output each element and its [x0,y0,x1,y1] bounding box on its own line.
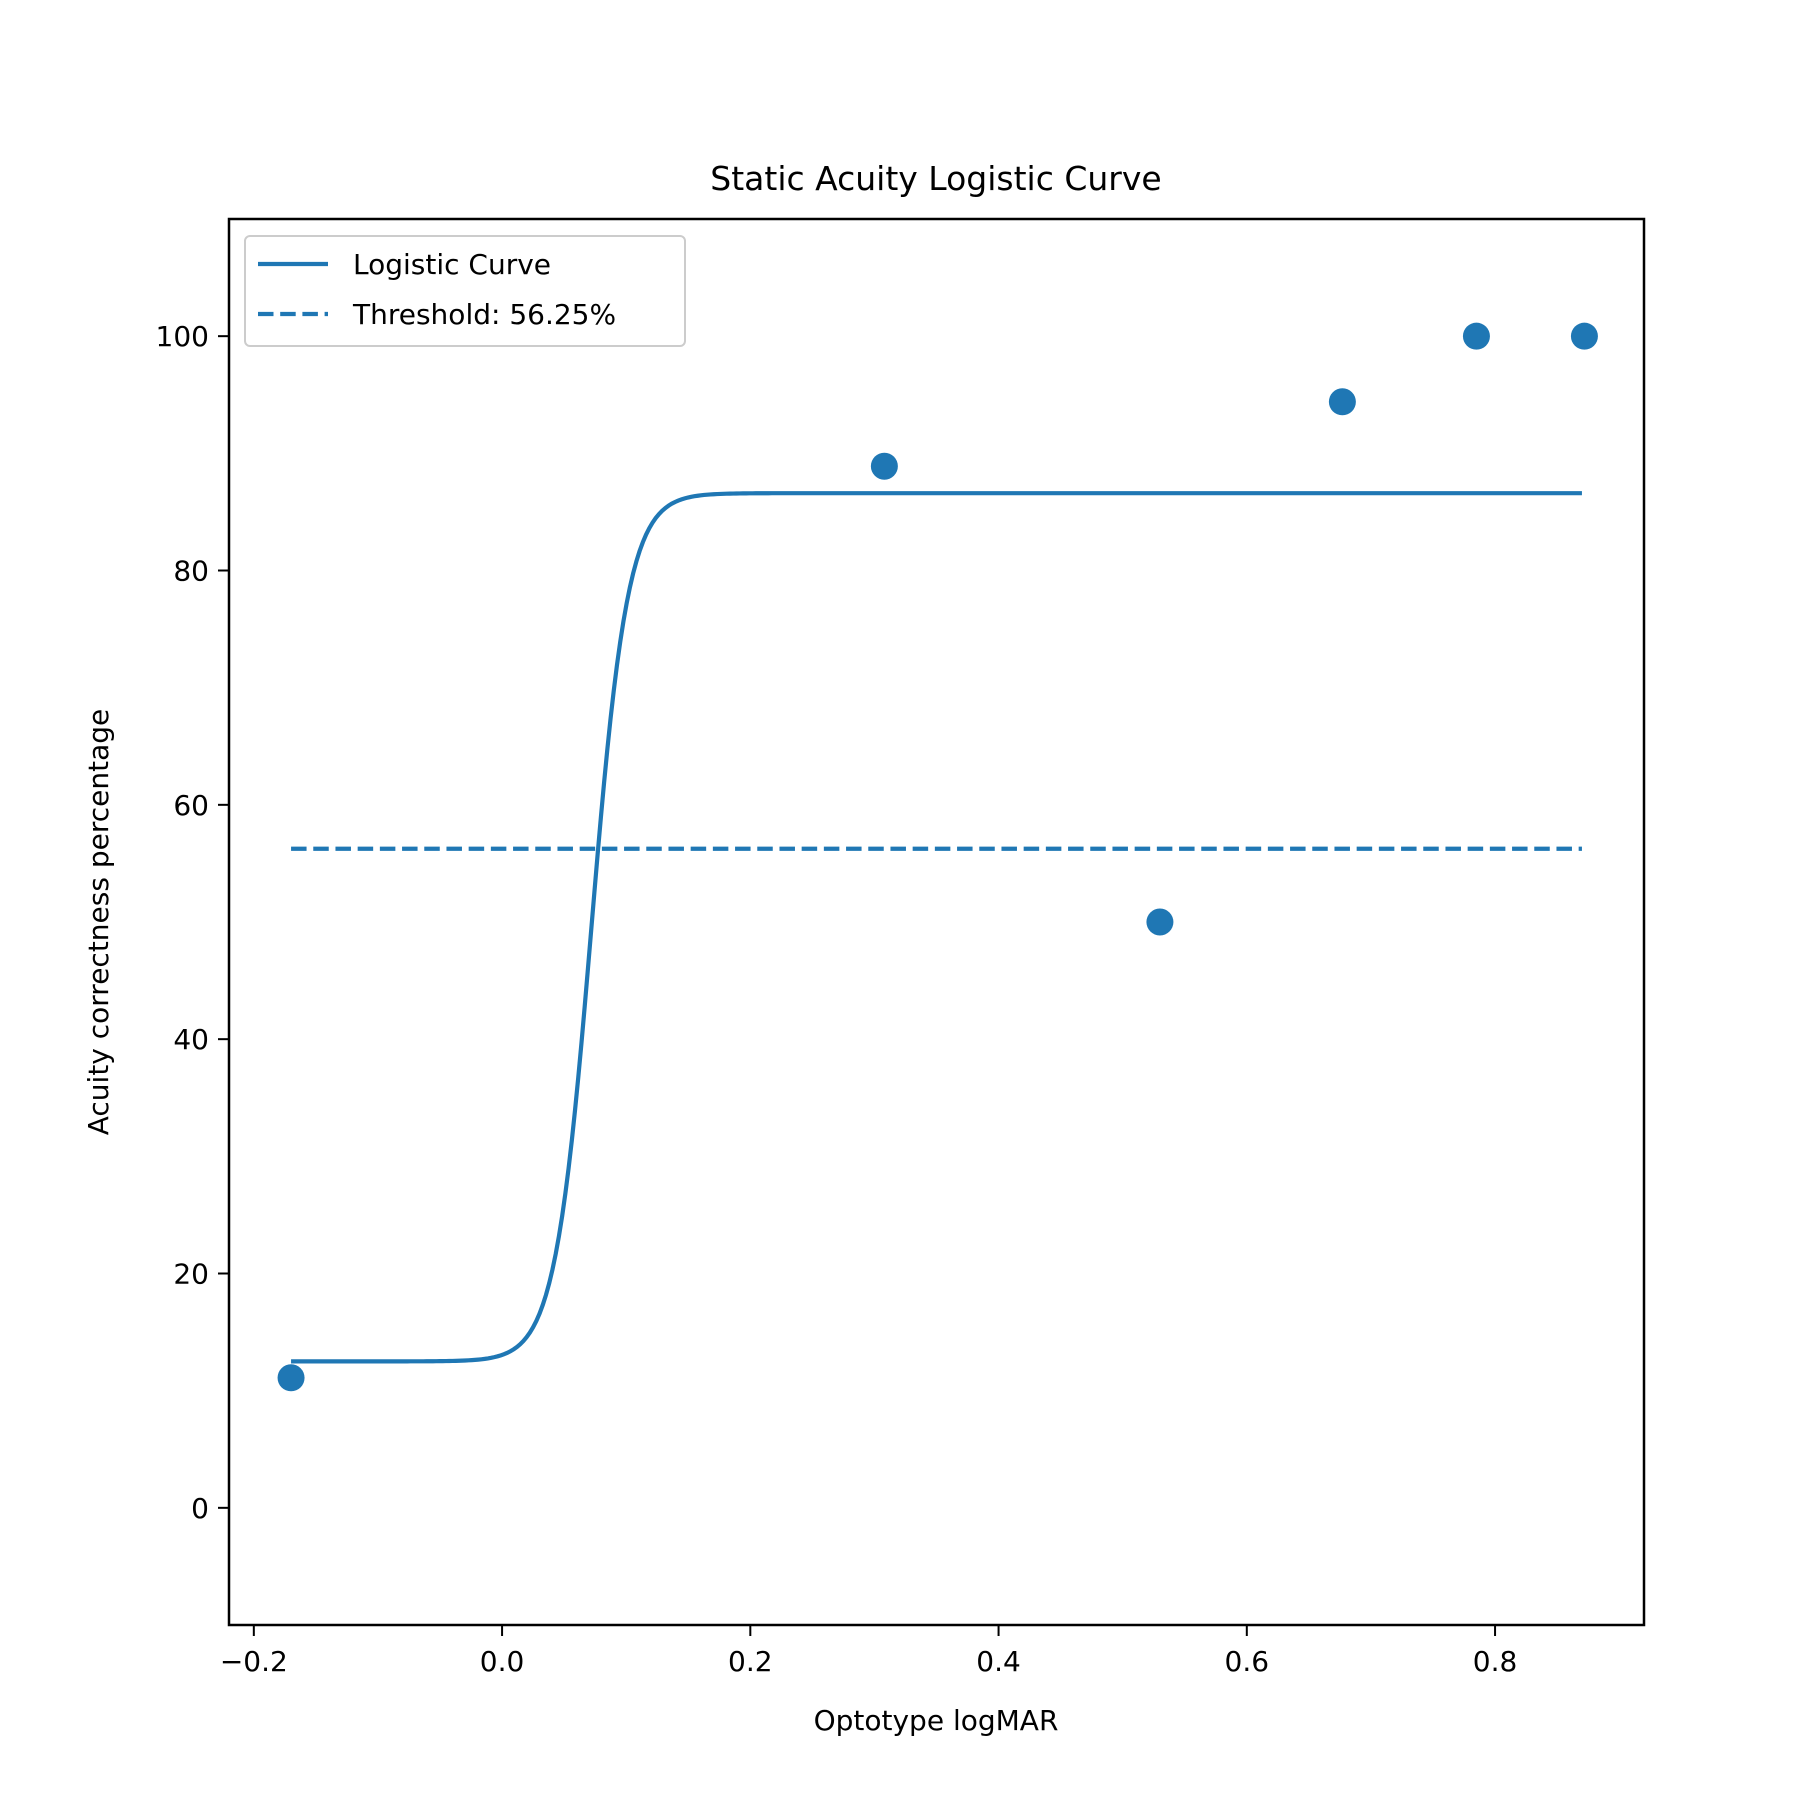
data-point [1462,322,1490,350]
x-tick-label: 0.6 [1225,1645,1270,1678]
y-tick-label: 60 [173,789,209,822]
data-point [277,1364,305,1392]
y-tick-label: 0 [191,1492,209,1525]
x-tick-label: 0.0 [480,1645,525,1678]
data-point [1570,322,1598,350]
x-tick-label: 0.2 [728,1645,773,1678]
y-tick-label: 20 [173,1258,209,1291]
y-axis-label: Acuity correctness percentage [82,709,115,1136]
x-tick-label: −0.2 [220,1645,288,1678]
x-tick-label: 0.8 [1473,1645,1518,1678]
legend-label-logistic-curve: Logistic Curve [353,248,551,281]
y-tick-label: 80 [173,555,209,588]
logistic-curve-line [291,491,1582,1364]
y-tick-label: 40 [173,1023,209,1056]
legend: Logistic Curve Threshold: 56.25% [244,235,686,347]
data-point [870,452,898,480]
y-tick-label: 100 [156,320,209,353]
x-axis: −0.2 0.0 0.2 0.4 0.6 0.8 [220,1625,1517,1678]
chart-title: Static Acuity Logistic Curve [710,159,1161,198]
legend-box [244,235,686,347]
plot-frame [227,217,1646,1627]
data-point [1328,388,1356,416]
x-axis-label: Optotype logMAR [814,1704,1059,1737]
plot-layer [277,322,1598,1392]
data-point [1146,908,1174,936]
legend-label-threshold: Threshold: 56.25% [352,298,616,331]
y-axis: 0 20 40 60 80 100 [156,320,229,1525]
x-tick-label: 0.4 [976,1645,1021,1678]
